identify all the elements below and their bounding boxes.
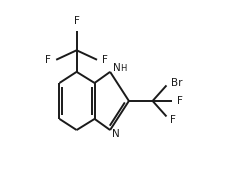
Text: F: F	[102, 55, 108, 65]
Text: N: N	[112, 63, 120, 73]
Text: F: F	[45, 55, 51, 65]
Text: F: F	[73, 16, 79, 26]
Text: H: H	[119, 64, 126, 73]
Text: Br: Br	[170, 78, 182, 88]
Text: F: F	[176, 96, 182, 106]
Text: F: F	[169, 115, 175, 125]
Text: N: N	[112, 129, 119, 139]
